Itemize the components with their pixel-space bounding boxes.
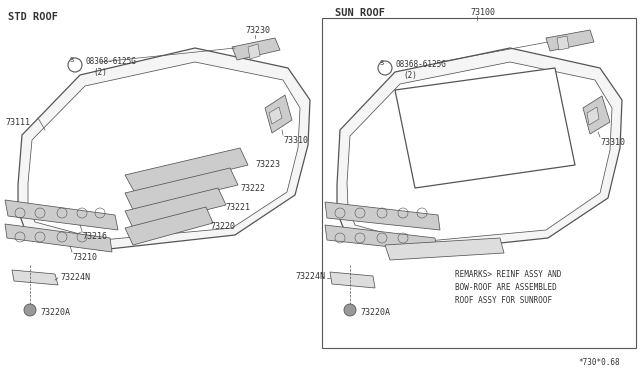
Text: S: S (380, 60, 384, 66)
Polygon shape (330, 272, 375, 288)
Polygon shape (125, 148, 248, 193)
Polygon shape (5, 200, 118, 230)
Polygon shape (583, 96, 610, 134)
Text: (2): (2) (93, 68, 107, 77)
Circle shape (344, 304, 356, 316)
Polygon shape (265, 95, 292, 133)
Polygon shape (385, 238, 504, 260)
Text: 73220: 73220 (210, 222, 235, 231)
Polygon shape (557, 36, 569, 50)
Text: 73230: 73230 (245, 26, 270, 35)
Text: 08368-6125G: 08368-6125G (395, 60, 446, 69)
Polygon shape (232, 38, 280, 60)
Polygon shape (12, 270, 58, 285)
Polygon shape (248, 44, 260, 59)
Text: *730*0.68: *730*0.68 (579, 358, 620, 367)
Polygon shape (587, 107, 599, 125)
Text: 73224N: 73224N (295, 272, 325, 281)
Polygon shape (5, 224, 112, 252)
Polygon shape (28, 62, 300, 240)
Polygon shape (337, 48, 622, 252)
Text: 73220A: 73220A (40, 308, 70, 317)
Text: 73220A: 73220A (360, 308, 390, 317)
Polygon shape (325, 225, 437, 252)
Polygon shape (18, 48, 310, 250)
Text: 73222: 73222 (240, 184, 265, 193)
Polygon shape (125, 168, 238, 210)
Text: 73223: 73223 (255, 160, 280, 169)
Text: S: S (70, 57, 74, 63)
Text: 08368-6125G: 08368-6125G (85, 57, 136, 66)
Text: 73111: 73111 (5, 118, 30, 127)
Text: REMARKS> REINF ASSY AND: REMARKS> REINF ASSY AND (455, 270, 561, 279)
Polygon shape (546, 30, 594, 51)
Polygon shape (269, 107, 282, 124)
Text: ROOF ASSY FOR SUNROOF: ROOF ASSY FOR SUNROOF (455, 296, 552, 305)
Polygon shape (125, 207, 213, 245)
Polygon shape (325, 202, 440, 230)
Text: 73100: 73100 (470, 8, 495, 17)
Text: SUN ROOF: SUN ROOF (335, 8, 385, 18)
Text: (2): (2) (403, 71, 417, 80)
Text: BOW-ROOF ARE ASSEMBLED: BOW-ROOF ARE ASSEMBLED (455, 283, 557, 292)
Text: 73210: 73210 (72, 253, 97, 262)
Text: 73310: 73310 (283, 136, 308, 145)
Text: 73224N: 73224N (60, 273, 90, 282)
Polygon shape (395, 68, 575, 188)
Text: 73216: 73216 (82, 232, 107, 241)
Text: 73221: 73221 (225, 203, 250, 212)
Polygon shape (347, 62, 612, 242)
Bar (322, 18, 636, 348)
Text: 73310: 73310 (600, 138, 625, 147)
Polygon shape (125, 188, 226, 228)
Circle shape (24, 304, 36, 316)
Text: STD ROOF: STD ROOF (8, 12, 58, 22)
